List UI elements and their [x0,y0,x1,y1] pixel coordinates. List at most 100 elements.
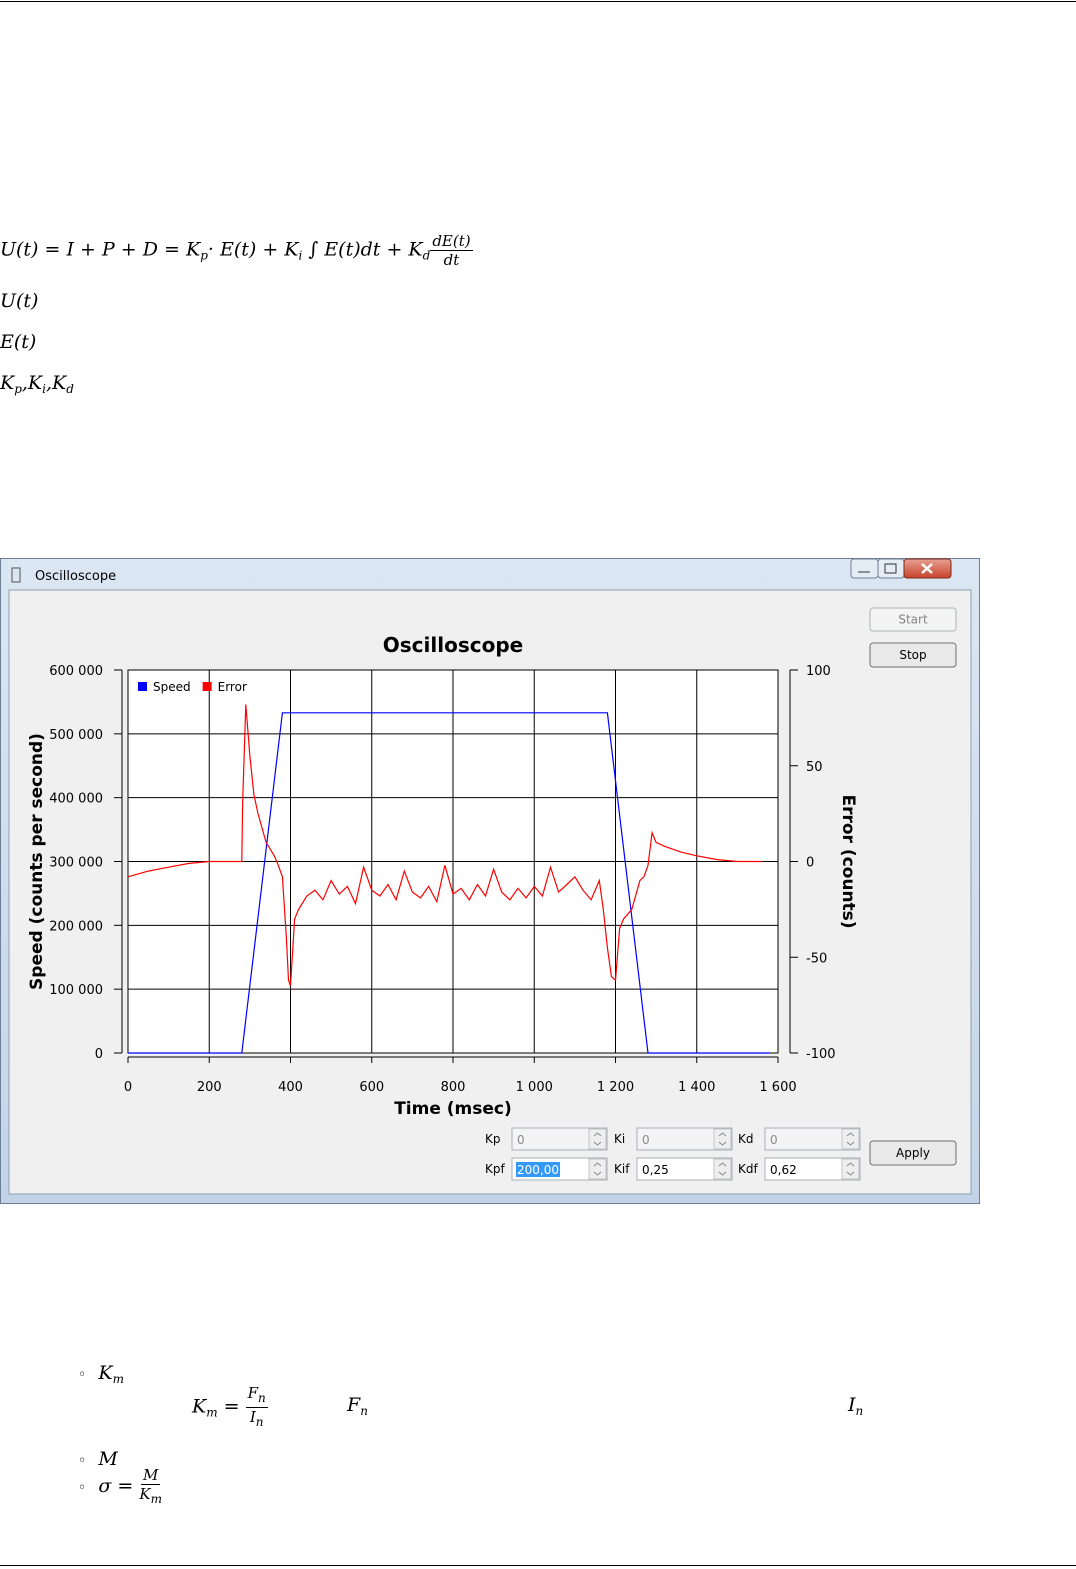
window-icon [11,567,21,583]
minimize-button[interactable] [850,558,879,579]
spin-arrows [841,1128,860,1150]
y-tick-label: 500 000 [49,728,103,743]
note-2: ◦ M [78,1448,118,1470]
x-tick-label: 1 200 [597,1080,634,1095]
formula-u: U(t) [0,290,39,312]
spin-glyph [718,1162,727,1176]
x-tick-label: 800 [441,1080,466,1095]
denominator: dt [443,251,460,269]
pid-formula: U(t) = I + P + D = Kp· E(t) + Ki ∫ E(t)d… [0,232,473,269]
formula-e: E(t) [0,331,37,353]
y2-tick-label: 0 [806,856,814,871]
spin-box [636,1127,733,1151]
field-value: 0,62 [770,1163,797,1177]
legend-label: Error [218,680,247,694]
spin-box[interactable] [636,1157,733,1181]
button-label: Start [898,613,928,627]
y2-tick-label: -100 [806,1047,836,1062]
y-tick-label: 300 000 [49,856,103,871]
button[interactable] [869,642,957,668]
x-tick-label: 1 600 [759,1080,796,1095]
formula-text: ,K [45,372,67,394]
window-title: Oscilloscope [35,569,116,584]
spin-arrows[interactable] [588,1158,607,1180]
spin-arrows [588,1128,607,1150]
formula-sub: m [112,1372,124,1386]
formula-sub: n [855,1404,864,1418]
close-glyph [921,563,933,574]
formula-sub: p [14,382,22,396]
field-value: 0,25 [642,1163,669,1177]
field-label: Kdf [738,1162,758,1176]
formula-text: I [249,1408,256,1426]
note-1-def: Km = Fn In [192,1384,268,1431]
y2-tick-label: 50 [806,760,823,775]
formula-sub: d [422,248,431,263]
legend-swatch [202,682,212,691]
spin-arrows[interactable] [841,1158,860,1180]
note-fn: Fn [347,1394,368,1418]
formula-text: σ = [98,1475,134,1497]
denominator: Km [139,1485,162,1508]
spin-arrows [713,1128,732,1150]
formula-gains: Kp,Ki,Kd [0,372,74,396]
field-label: Kd [738,1132,754,1146]
spin-box[interactable] [764,1157,861,1181]
y-axis-label: Speed (counts per second) [27,733,47,990]
note-1: ◦ Km [78,1362,124,1386]
button[interactable] [869,607,957,632]
formula-sub: n [360,1404,368,1418]
maximize-button[interactable] [877,558,905,579]
note-3: ◦ σ = M Km [78,1466,162,1508]
y-tick-label: 200 000 [49,919,103,934]
formula-text: I [848,1394,856,1416]
y-tick-label: 600 000 [49,664,103,679]
x-tick-label: 0 [124,1080,132,1095]
series-line [127,704,762,987]
formula-text: = [223,1395,240,1418]
formula-text: ,K [21,372,43,394]
spin-box [764,1127,861,1151]
formula-text: U(t) = I + P + D = K [0,238,201,261]
field-label: Kpf [485,1162,505,1176]
button-label: Apply [896,1146,930,1160]
formula-text: F [247,1384,259,1402]
formula-sub: m [206,1405,218,1420]
legend-swatch [138,682,147,691]
y-tick-label: 0 [95,1047,103,1062]
fraction: dE(t) dt [430,232,473,269]
denominator: In [250,1408,264,1431]
button[interactable] [869,1140,957,1166]
field-label: Ki [614,1132,625,1146]
legend-label: Speed [153,680,191,694]
formula-sub: i [298,248,303,263]
field-label: Kp [485,1132,501,1146]
numerator: Fn [245,1384,268,1408]
y-tick-label: 400 000 [49,792,103,807]
spin-arrows[interactable] [713,1158,732,1180]
formula-text: · E(t) + K [207,238,299,261]
bullet: ◦ [78,1453,87,1469]
formula-sub: n [258,1391,266,1405]
field-value: 0 [642,1133,650,1147]
field-value: 200,00 [517,1163,559,1177]
formula-sub: i [42,382,46,396]
bullet: ◦ [78,1480,87,1496]
x-tick-label: 200 [197,1080,222,1095]
formula-text: K [139,1485,151,1503]
formula-sub: m [150,1492,162,1506]
x-tick-label: 1 400 [678,1080,715,1095]
bottom-rule [0,1565,1076,1566]
formula-sub: p [200,248,208,263]
plot-frame [127,669,779,1054]
y2-tick-label: 100 [806,664,831,679]
y2-tick-label: -50 [806,951,827,966]
fraction: Fn In [245,1384,268,1431]
x-tick-label: 600 [359,1080,384,1095]
numerator: dE(t) [430,232,473,251]
formula-text: K [192,1395,207,1418]
chart-title: Oscilloscope [383,633,523,657]
oscilloscope-window: Oscilloscope Start Stop Apply Kp 0 Ki 0 Kd 0 Kpf 2… [0,558,980,1204]
y2-axis-label: Error (counts) [838,794,858,928]
